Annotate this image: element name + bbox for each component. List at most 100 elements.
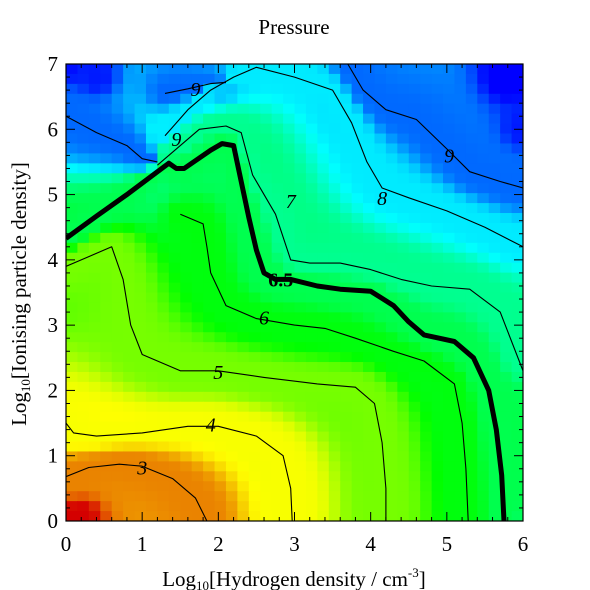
heatmap-cell — [168, 83, 181, 95]
heatmap-cell — [340, 491, 353, 502]
heatmap-cell — [294, 272, 307, 284]
heatmap-cell — [214, 252, 227, 264]
heatmap-cell — [408, 103, 421, 115]
heatmap-cell — [431, 371, 444, 383]
heatmap-cell — [488, 342, 501, 353]
heatmap-cell — [66, 461, 79, 472]
heatmap-cell — [477, 103, 490, 115]
heatmap-cell — [363, 352, 376, 363]
heatmap-cell — [317, 262, 330, 274]
heatmap-cell — [340, 312, 353, 323]
heatmap-cell — [443, 163, 456, 174]
heatmap-cell — [443, 173, 456, 184]
heatmap-cell — [443, 203, 456, 214]
heatmap-cell — [66, 511, 79, 521]
heatmap-cell — [374, 441, 387, 453]
heatmap-cell — [214, 193, 227, 204]
heatmap-cell — [294, 362, 307, 373]
heatmap-cell — [145, 203, 159, 214]
heatmap-cell — [488, 461, 501, 472]
heatmap-cell — [237, 123, 250, 135]
heatmap-cell — [145, 391, 159, 403]
heatmap-cell — [180, 193, 193, 204]
heatmap-cell — [385, 461, 398, 472]
heatmap-cell — [397, 93, 410, 105]
heatmap-cell — [443, 511, 456, 521]
heatmap-cell — [340, 391, 353, 403]
heatmap-cell — [283, 73, 296, 85]
heatmap-cell — [420, 242, 433, 254]
heatmap-cell — [66, 193, 79, 204]
heatmap-cell — [408, 292, 421, 304]
heatmap-cell — [294, 441, 307, 453]
heatmap-cell — [225, 401, 238, 413]
heatmap-cell — [454, 391, 467, 403]
heatmap-cell — [237, 451, 250, 462]
heatmap-cell — [351, 381, 364, 393]
heatmap-cell — [283, 143, 296, 155]
heatmap-cell — [77, 501, 90, 512]
heatmap-cell — [511, 272, 523, 284]
heatmap-cell — [420, 203, 433, 214]
heatmap-cell — [317, 83, 330, 95]
heatmap-cell — [145, 103, 159, 115]
heatmap-cell — [88, 381, 101, 393]
heatmap-cell — [454, 113, 467, 125]
heatmap-cell — [328, 461, 341, 472]
heatmap-cell — [465, 471, 478, 482]
heatmap-cell — [168, 93, 181, 105]
heatmap-cell — [374, 461, 387, 472]
heatmap-cell — [454, 322, 467, 333]
heatmap-cell — [237, 93, 250, 105]
heatmap-cell — [385, 203, 398, 214]
heatmap-cell — [511, 491, 523, 502]
heatmap-cell — [191, 242, 204, 254]
heatmap-cell — [191, 481, 204, 492]
heatmap-cell — [260, 113, 273, 125]
heatmap-cell — [477, 173, 490, 184]
heatmap-cell — [271, 362, 284, 373]
contour-line-4 — [66, 422, 293, 521]
heatmap-cell — [77, 312, 90, 323]
heatmap-cell — [397, 222, 410, 234]
heatmap-cell — [374, 73, 387, 85]
heatmap-cell — [100, 371, 113, 383]
heatmap-cell — [351, 362, 364, 373]
heatmap-cell — [77, 103, 90, 115]
heatmap-cell — [500, 371, 513, 383]
heatmap-cell — [100, 232, 113, 244]
heatmap-cell — [328, 83, 341, 95]
heatmap-cell — [488, 83, 501, 95]
heatmap-cell — [123, 103, 136, 115]
heatmap-cell — [305, 232, 318, 244]
heatmap-cell — [157, 123, 170, 135]
heatmap-cell — [408, 222, 421, 234]
heatmap-cell — [305, 441, 318, 453]
heatmap-cell — [203, 322, 216, 333]
heatmap-cell — [408, 203, 421, 214]
heatmap-cell — [374, 113, 387, 125]
heatmap-cell — [420, 173, 433, 184]
heatmap-cell — [328, 471, 341, 482]
heatmap-cell — [225, 322, 238, 333]
heatmap-cell — [488, 511, 501, 521]
heatmap-cell — [488, 441, 501, 453]
heatmap-cell — [443, 222, 456, 234]
heatmap-cell — [420, 262, 433, 274]
heatmap-cell — [465, 391, 478, 403]
heatmap-cell — [374, 381, 387, 393]
heatmap-cell — [397, 461, 410, 472]
heatmap-cell — [328, 401, 341, 413]
heatmap-cell — [271, 232, 284, 244]
heatmap-cell — [511, 213, 523, 224]
heatmap-cell — [294, 491, 307, 502]
heatmap-cell — [511, 183, 523, 194]
heatmap-cell — [225, 491, 238, 502]
heatmap-cell — [431, 401, 444, 413]
heatmap-cell — [225, 252, 238, 264]
heatmap-cell — [248, 143, 261, 155]
heatmap-cell — [385, 491, 398, 502]
heatmap-cell — [88, 471, 101, 482]
heatmap-cell — [77, 332, 90, 343]
heatmap-cell — [248, 391, 261, 403]
